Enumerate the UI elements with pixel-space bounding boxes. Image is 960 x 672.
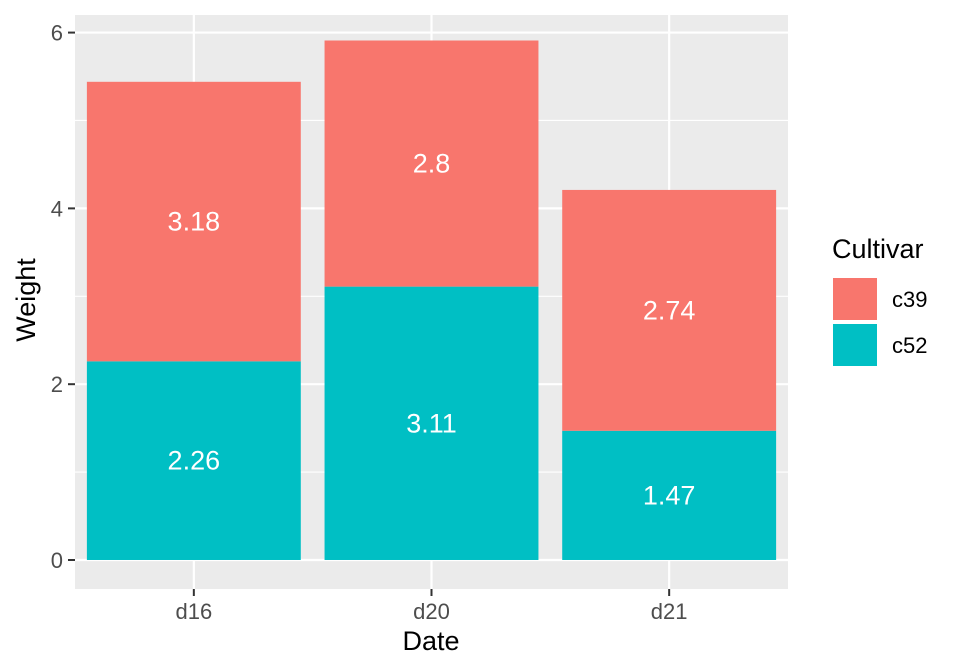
value-label-c52-d20: 3.11 bbox=[406, 408, 457, 438]
legend-title: Cultivar bbox=[832, 234, 924, 264]
y-tick-label: 4 bbox=[51, 196, 63, 221]
x-tick-label-d20: d20 bbox=[413, 599, 450, 624]
y-tick-label: 6 bbox=[51, 21, 63, 46]
bar-c39-d21 bbox=[562, 189, 777, 431]
value-label-c52-d21: 1.47 bbox=[643, 480, 696, 510]
bar-c52-d20 bbox=[324, 286, 539, 560]
bar-c39-d16 bbox=[86, 81, 301, 362]
value-label-c39-d20: 2.8 bbox=[413, 149, 451, 179]
bar-value-labels: 2.26 3.18 3.11 2.8 1.47 2.74 bbox=[168, 149, 696, 511]
legend: Cultivar c39 c52 bbox=[831, 234, 927, 368]
value-label-c39-d21: 2.74 bbox=[643, 295, 696, 325]
bar-c39-d20 bbox=[324, 40, 539, 287]
y-tick-label: 0 bbox=[51, 548, 63, 573]
x-tick-label-d21: d21 bbox=[651, 599, 688, 624]
legend-key-c39 bbox=[831, 276, 879, 322]
y-axis-title: Weight bbox=[11, 258, 41, 342]
legend-label-c52: c52 bbox=[892, 333, 927, 358]
y-tick-label: 2 bbox=[51, 372, 63, 397]
x-tick-label-d16: d16 bbox=[175, 599, 212, 624]
legend-entries: c39 c52 bbox=[831, 276, 927, 368]
x-axis-title: Date bbox=[402, 626, 459, 656]
value-label-c39-d16: 3.18 bbox=[168, 207, 221, 237]
legend-key-c52 bbox=[831, 322, 879, 368]
bar-c52-d21 bbox=[562, 430, 777, 560]
axes: 0 2 4 6 d16 d20 d21 bbox=[51, 21, 688, 624]
value-label-c52-d16: 2.26 bbox=[168, 446, 221, 476]
bar-c52-d16 bbox=[86, 361, 301, 560]
legend-label-c39: c39 bbox=[892, 287, 927, 312]
bars bbox=[86, 40, 777, 560]
